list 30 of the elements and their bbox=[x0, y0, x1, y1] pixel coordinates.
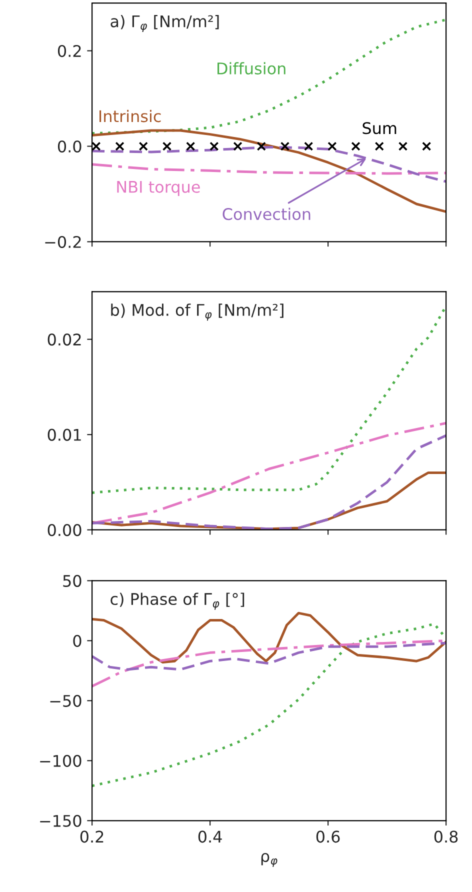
series-label: Diffusion bbox=[218, 62, 286, 75]
y-tick-label: −50 bbox=[50, 694, 82, 707]
text: c) Phase of Γ$_{φ}$ [°] bbox=[110, 592, 244, 610]
x-axis-title: ρ$_{φ}$ bbox=[261, 852, 278, 867]
x-tick-label: 0.2 bbox=[80, 830, 104, 843]
line-series bbox=[92, 422, 446, 524]
line-series bbox=[92, 622, 446, 788]
x-tick-label: 0.4 bbox=[198, 830, 222, 843]
line-series bbox=[92, 642, 446, 671]
line-series bbox=[92, 163, 446, 175]
text: Convection bbox=[222, 208, 310, 220]
y-tick-label: −150 bbox=[40, 814, 82, 827]
series-label: NBI torque bbox=[117, 181, 200, 196]
x-tick-label: 0.8 bbox=[434, 830, 458, 843]
series-label: Sum bbox=[362, 122, 396, 134]
y-tick-label: −0.2 bbox=[45, 236, 81, 248]
text: a) Γ$_{φ}$ [Nm/m²] bbox=[110, 14, 219, 32]
y-tick-label: 0.0 bbox=[58, 140, 82, 153]
y-tick-label: 0.00 bbox=[48, 524, 82, 536]
y-tick-label: 0 bbox=[73, 634, 82, 647]
line-series bbox=[92, 612, 446, 664]
series-label: Intrinsic bbox=[100, 110, 161, 122]
y-tick-label: 0.02 bbox=[48, 334, 81, 346]
y-tick-label: −100 bbox=[40, 754, 82, 767]
y-tick-label: 0.2 bbox=[58, 44, 81, 58]
y-tick-label: 50 bbox=[63, 574, 82, 587]
x-tick-label: 0.6 bbox=[316, 830, 340, 843]
y-tick-label: 0.01 bbox=[48, 428, 81, 441]
line-series bbox=[92, 146, 446, 183]
text: b) Mod. of Γ$_{φ}$ [Nm/m²] bbox=[111, 304, 284, 321]
